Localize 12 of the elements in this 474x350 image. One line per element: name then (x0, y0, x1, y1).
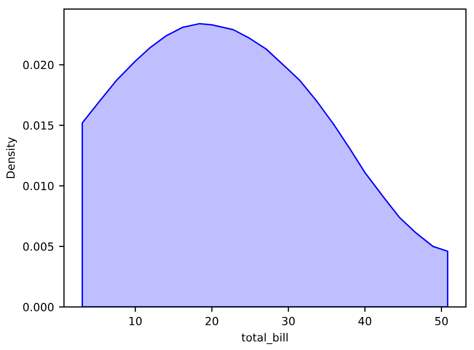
x-tick-label: 20 (206, 316, 218, 326)
y-tick-label: 0.000 (23, 302, 54, 312)
x-axis-title: total_bill (242, 332, 288, 344)
y-tick-label: 0.005 (23, 242, 54, 251)
x-tick-label: 40 (358, 316, 372, 326)
y-tick-label: 0.015 (23, 121, 54, 130)
x-tick-label: 30 (282, 316, 295, 326)
y-tick-label: 0.020 (23, 60, 54, 70)
y-tick-label: 0.010 (23, 182, 54, 190)
x-tick-label: 50 (435, 316, 448, 326)
y-axis-title: Density (6, 137, 17, 178)
x-tick-label: 10 (129, 316, 142, 326)
